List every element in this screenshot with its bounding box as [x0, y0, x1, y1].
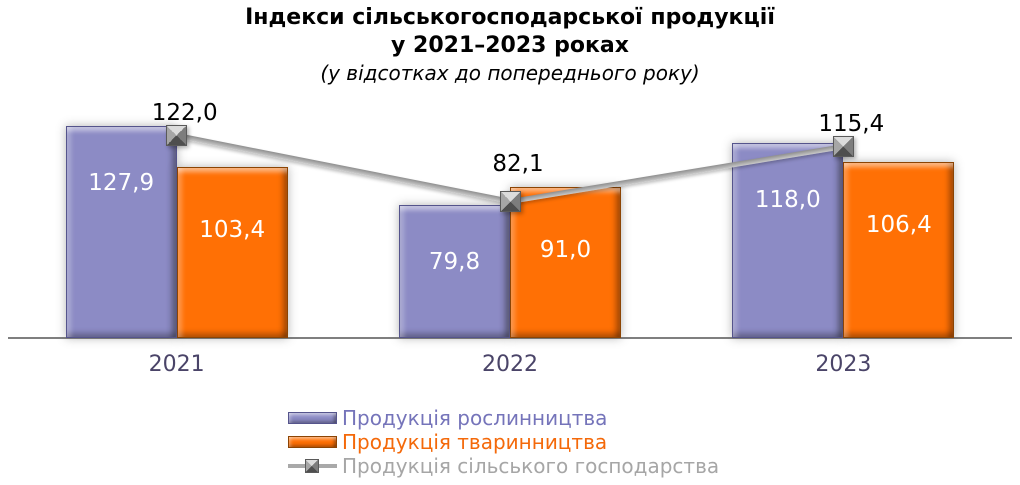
- line-marker-2021: [166, 125, 188, 147]
- bar-value-label-animal-production-2023: 106,4: [865, 211, 932, 238]
- x-axis-label-2021: 2021: [148, 352, 205, 377]
- legend-label-animal-production: Продукція тваринництва: [342, 429, 608, 454]
- x-axis-line: [8, 337, 1012, 339]
- bar-animal-production-2022: [510, 187, 621, 338]
- bar-value-label-animal-production-2021: 103,4: [199, 216, 266, 243]
- agriculture-total-line-swatch-icon: [288, 458, 337, 473]
- x-axis-label-2023: 2023: [815, 352, 872, 377]
- legend-item-crop-production: Продукція рослинництва: [288, 405, 719, 430]
- legend-label-agriculture-total: Продукція сільського господарства: [342, 453, 720, 478]
- line-value-label-agriculture-total-2021: 122,0: [151, 99, 218, 126]
- legend: Продукція рослинництва Продукція тваринн…: [288, 406, 719, 478]
- legend-label-crop-production: Продукція рослинництва: [342, 405, 608, 430]
- line-marker-2023: [832, 136, 854, 158]
- x-axis-label-2022: 2022: [482, 352, 538, 377]
- chart-title-line2: у 2021–2023 роках: [391, 33, 629, 58]
- bar-animal-production-2021: [176, 166, 288, 338]
- bar-value-label-animal-production-2022: 91,0: [539, 237, 592, 264]
- bar-crop-production-2022: [399, 205, 510, 338]
- line-value-label-agriculture-total-2022: 82,1: [492, 151, 544, 178]
- chart-subtitle: (у відсотках до попереднього року): [320, 61, 700, 85]
- line-marker-icon: [305, 458, 319, 473]
- bar-value-label-crop-production-2022: 79,8: [428, 249, 481, 276]
- crop-production-swatch-icon: [288, 411, 337, 424]
- animal-production-swatch-icon: [288, 435, 337, 448]
- legend-item-agriculture-total: Продукція сільського господарства: [288, 453, 720, 478]
- bar-crop-production-2023: [732, 142, 844, 338]
- line-marker-2022: [499, 191, 521, 213]
- bar-value-label-crop-production-2021: 127,9: [88, 170, 155, 197]
- bar-animal-production-2023: [843, 161, 955, 338]
- legend-item-animal-production: Продукція тваринництва: [288, 429, 719, 454]
- line-value-label-agriculture-total-2023: 115,4: [818, 110, 885, 137]
- chart-title-line1: Індекси сільськогосподарської продукції: [245, 5, 775, 30]
- bar-value-label-crop-production-2023: 118,0: [754, 186, 821, 213]
- bar-crop-production-2021: [65, 126, 177, 338]
